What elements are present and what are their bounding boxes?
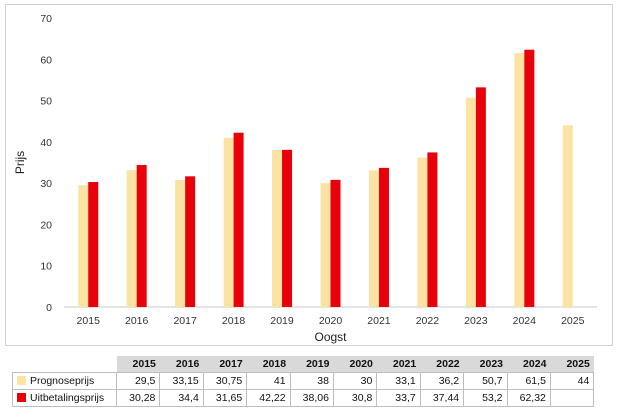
y-tick-label: 60 <box>40 54 52 66</box>
x-tick-label: 2025 <box>561 315 585 327</box>
bar-uitbetalingsprijs <box>427 152 438 307</box>
table-year-header: 2023 <box>463 356 508 373</box>
bar-uitbetalingsprijs <box>378 167 389 307</box>
table-cell: 44 <box>550 372 595 390</box>
bar-uitbetalingsprijs <box>282 149 293 307</box>
bar-prognoseprijs <box>417 157 428 307</box>
data-table: 2015 2016 2017 2018 2019 2020 2021 2022 2023 2024… <box>12 356 595 407</box>
bar-prognoseprijs <box>78 185 89 307</box>
bar-prognoseprijs <box>272 150 283 307</box>
legend-label: Uitbetalingsprijs <box>30 392 105 404</box>
table-cell: 30,8 <box>333 389 378 407</box>
table-year-header: 2016 <box>159 356 204 373</box>
bar-prognoseprijs <box>514 53 525 307</box>
legend-swatch <box>17 393 26 402</box>
table-cell: 42,22 <box>246 389 291 407</box>
table-cell: 31,65 <box>203 389 248 407</box>
bar-uitbetalingsprijs <box>524 49 535 307</box>
y-tick-label: 50 <box>40 96 52 108</box>
table-cell: 38,06 <box>290 389 334 407</box>
table-cell: 30,28 <box>116 389 161 407</box>
table-series-name: Prognoseprijs <box>12 372 117 390</box>
table-cell: 33,7 <box>376 389 421 407</box>
table-cell: 33,1 <box>376 372 421 390</box>
table-year-header: 2020 <box>333 356 377 373</box>
table-year-header: 2019 <box>290 356 334 373</box>
y-tick-label: 30 <box>40 178 52 190</box>
table-year-header: 2018 <box>246 356 291 373</box>
x-tick-label: 2017 <box>173 315 197 327</box>
chart-plot: 0 10 20 30 40 50 60 70 2015 2016 2017 2018 2019 2020… <box>13 13 597 344</box>
table-year-header: 2024 <box>507 356 551 373</box>
y-axis-title: Prijs <box>13 151 27 174</box>
y-tick-label: 0 <box>46 302 52 314</box>
x-tick-label: 2019 <box>270 315 294 327</box>
table-row: Uitbetalingsprijs 30,28 34,4 31,65 42,22 38,0… <box>12 389 595 407</box>
x-tick-label: 2018 <box>222 315 246 327</box>
table-series-name: Uitbetalingsprijs <box>12 389 117 407</box>
y-tick-label: 20 <box>40 219 52 231</box>
x-tick-label: 2021 <box>367 315 391 327</box>
table-cell: 37,44 <box>420 389 465 407</box>
x-tick-label: 2024 <box>513 315 537 327</box>
bar-uitbetalingsprijs <box>330 179 341 307</box>
chart-frame: 0 10 20 30 40 50 60 70 2015 2016 2017 2018 2019 2020… <box>5 4 613 346</box>
table-cell: 41 <box>246 372 291 390</box>
x-tick-label: 2022 <box>416 315 440 327</box>
bar-uitbetalingsprijs <box>88 181 99 307</box>
table-cell: 53,2 <box>463 389 508 407</box>
bar-prognoseprijs <box>562 125 573 307</box>
bar-uitbetalingsprijs <box>185 176 196 307</box>
table-row: Prognoseprijs 29,5 33,15 30,75 41 38 30 33,1 36,… <box>12 372 595 390</box>
table-cell: 62,32 <box>507 389 551 407</box>
legend-label: Prognoseprijs <box>30 375 95 387</box>
table-cell: 61,5 <box>507 372 551 390</box>
table-cell: 29,5 <box>116 372 161 390</box>
table-cell: 30,75 <box>203 372 248 390</box>
table-year-header: 2025 <box>550 356 594 373</box>
bar-uitbetalingsprijs <box>233 132 244 307</box>
table-year-header: 2021 <box>376 356 421 373</box>
table-cell: 50,7 <box>463 372 508 390</box>
bar-prognoseprijs <box>320 183 331 307</box>
table-cell: 38 <box>290 372 334 390</box>
y-tick-label: 70 <box>40 13 52 25</box>
x-axis-ticks: 2015 2016 2017 2018 2019 2020 2021 2022 2023 2024… <box>77 315 585 327</box>
table-cell <box>550 389 595 407</box>
table-corner <box>12 356 117 373</box>
table-cell: 36,2 <box>420 372 465 390</box>
bar-uitbetalingsprijs <box>475 87 486 307</box>
bar-prognoseprijs <box>126 170 137 307</box>
bars-group <box>78 49 573 307</box>
table-year-header: 2022 <box>420 356 464 373</box>
x-tick-label: 2020 <box>319 315 343 327</box>
bar-uitbetalingsprijs <box>136 164 147 307</box>
y-tick-label: 40 <box>40 137 52 149</box>
table-cell: 30 <box>333 372 378 390</box>
legend-swatch <box>17 376 26 385</box>
x-tick-label: 2023 <box>464 315 488 327</box>
x-tick-label: 2015 <box>77 315 101 327</box>
data-table-header: 2015 2016 2017 2018 2019 2020 2021 2022 2023 2024… <box>12 356 594 373</box>
x-tick-label: 2016 <box>125 315 149 327</box>
table-year-header: 2017 <box>203 356 247 373</box>
bar-prognoseprijs <box>223 137 234 307</box>
x-axis-title: Oogst <box>314 330 347 344</box>
y-tick-label: 10 <box>40 261 52 273</box>
table-cell: 34,4 <box>159 389 204 407</box>
bar-prognoseprijs <box>175 180 186 307</box>
y-axis-ticks: 0 10 20 30 40 50 60 70 <box>40 13 52 314</box>
bar-prognoseprijs <box>368 170 379 307</box>
bar-prognoseprijs <box>465 97 476 307</box>
table-cell: 33,15 <box>159 372 204 390</box>
table-year-header: 2015 <box>116 356 160 373</box>
